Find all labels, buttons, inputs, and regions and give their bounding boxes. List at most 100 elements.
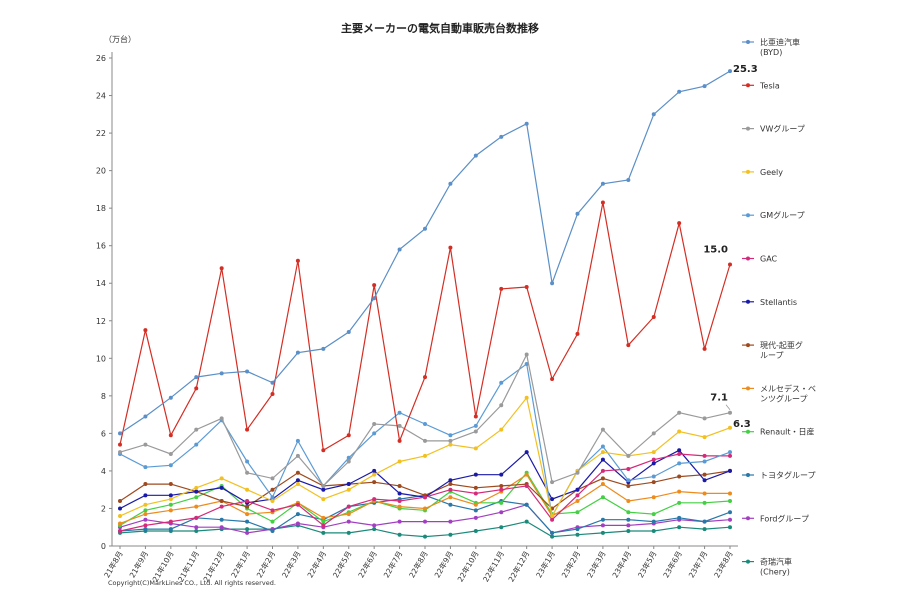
x-tick-label: 23年4月 [610, 549, 633, 579]
data-point [143, 482, 148, 487]
data-point [118, 450, 122, 455]
data-point [651, 450, 656, 455]
data-point [626, 478, 631, 483]
data-point [219, 266, 224, 271]
series-line [119, 520, 731, 538]
x-tick-label: 22年8月 [406, 549, 429, 579]
data-point [499, 483, 504, 488]
data-point [550, 497, 555, 502]
data-point [219, 371, 224, 376]
data-point [524, 450, 529, 455]
data-point [677, 410, 682, 415]
data-point [321, 515, 326, 520]
legend-swatch-marker [746, 213, 750, 218]
x-tick-label: 23年2月 [559, 549, 582, 579]
data-point [194, 427, 199, 432]
data-point [728, 453, 732, 458]
legend-swatch-marker [746, 516, 750, 521]
data-point [651, 495, 656, 500]
data-point [524, 361, 529, 366]
data-point [245, 519, 250, 524]
data-point [295, 478, 300, 483]
data-point [346, 455, 351, 460]
data-point [245, 498, 250, 503]
data-point [143, 517, 148, 522]
data-point [372, 468, 377, 473]
data-point [499, 487, 504, 492]
data-point [372, 480, 377, 485]
data-point [194, 442, 199, 447]
data-point [626, 523, 631, 528]
data-point [397, 438, 402, 443]
legend-swatch-marker [746, 473, 750, 477]
data-point [143, 328, 148, 333]
data-point [702, 527, 707, 532]
data-point [728, 468, 732, 473]
data-point [423, 534, 427, 539]
data-point [600, 482, 605, 487]
data-point [677, 89, 682, 94]
data-point [219, 476, 224, 481]
legend-item: Geely [742, 168, 783, 177]
data-point [270, 498, 275, 503]
series-2 [118, 352, 732, 488]
data-point [651, 112, 656, 117]
data-point [321, 523, 326, 528]
x-tick-label: 22年12月 [506, 549, 532, 584]
data-point [600, 530, 605, 535]
data-point [295, 512, 300, 517]
data-point [702, 416, 707, 421]
x-tick-label: 22年10月 [455, 549, 481, 584]
data-point [295, 470, 300, 475]
data-point [219, 416, 224, 421]
copyright-notice: Copyright(C)MarkLines CO., Ltd. All righ… [108, 579, 276, 587]
data-label-layer: 25.3 15.0 7.1 6.3 [703, 64, 757, 430]
y-tick-label: 16 [96, 242, 106, 251]
data-point [219, 517, 224, 522]
data-point [473, 446, 478, 451]
legend-swatch-marker [746, 40, 750, 44]
data-point [600, 457, 605, 462]
data-point [651, 528, 656, 533]
data-point [575, 331, 580, 336]
data-point [295, 438, 300, 443]
data-point [245, 470, 250, 475]
data-point [295, 350, 300, 355]
data-point [575, 211, 580, 216]
data-point [600, 476, 605, 481]
data-point [194, 528, 199, 533]
legend-item: GMグループ [742, 210, 805, 220]
data-point [321, 497, 326, 502]
data-point [600, 523, 605, 528]
data-point [346, 330, 351, 335]
data-point [728, 491, 732, 496]
data-point [677, 489, 682, 494]
data-point [524, 121, 529, 126]
data-point [626, 178, 631, 182]
data-point [346, 530, 351, 535]
data-point [118, 521, 122, 526]
y-tick-label: 4 [101, 467, 106, 476]
data-label-leader [725, 404, 731, 410]
legend-swatch-marker [746, 169, 750, 174]
data-point [372, 527, 377, 532]
legend-label: GAC [760, 255, 778, 264]
data-point [194, 515, 199, 520]
data-point [473, 153, 478, 158]
x-tick-label: 22年1月 [228, 549, 251, 579]
series-5 [118, 452, 732, 533]
data-point [448, 487, 453, 492]
series-0 [118, 69, 732, 436]
legend-label: GMグループ [760, 210, 805, 220]
legend-label: 比亜迪汽車 [760, 37, 800, 47]
data-point [651, 512, 656, 517]
data-point [143, 523, 148, 528]
data-point [423, 453, 427, 458]
data-point [295, 258, 300, 263]
series-1 [118, 200, 732, 453]
data-point [575, 532, 580, 537]
data-point [702, 453, 707, 458]
data-point [168, 463, 173, 468]
legend-swatch-marker [746, 256, 750, 261]
